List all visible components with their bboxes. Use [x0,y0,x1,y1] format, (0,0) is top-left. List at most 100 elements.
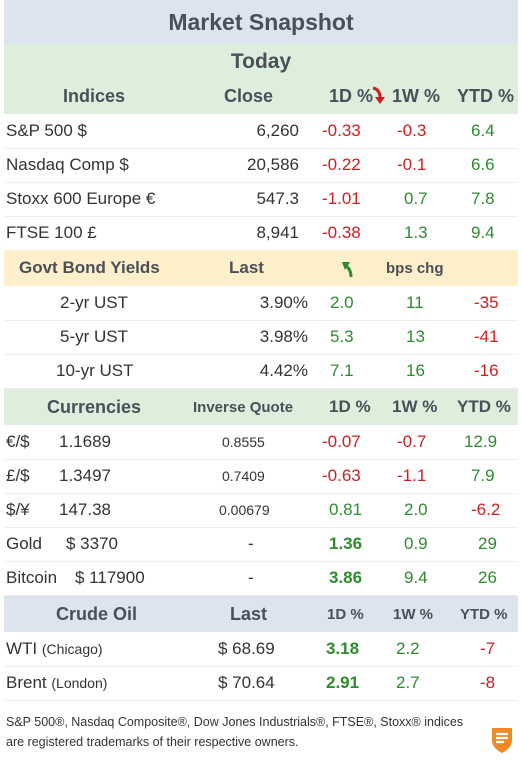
currency-1d: 3.86 [329,568,363,587]
currency-rate: 1.3497 [59,466,111,485]
oil-header: Crude Oil Last 1D % 1W % YTD % [4,596,518,632]
currency-rate: $ 117900 [75,568,145,587]
bond-ytd: -41 [474,327,499,346]
table-row: WTI (Chicago) $ 68.69 3.18 2.2 -7 [4,632,518,667]
table-row: S&P 500 $ 6,260 -0.33 -0.3 6.4 [4,114,518,149]
w1-header: 1W % [393,606,434,623]
table-row: FTSE 100 £ 8,941 -0.38 1.3 9.4 [4,216,518,251]
oil-1w: 2.2 [396,639,420,658]
table-row: Nasdaq Comp $ 20,586 -0.22 -0.1 6.6 [4,148,518,183]
oil-name-main: Brent [6,673,47,692]
currency-1d: -0.07 [322,432,361,451]
currency-ytd: -6.2 [471,500,501,519]
bond-last: 3.98% [259,327,308,346]
bond-ytd: -16 [474,361,499,380]
currency-rate: 147.38 [59,500,111,519]
table-row: €/$ 1.1689 0.8555 -0.07 -0.7 12.9 [4,425,518,460]
index-1w: 0.7 [404,189,428,208]
oil-1d: 2.91 [326,673,360,692]
bps-chg-header: bps chg [386,260,444,277]
currency-ytd: 12.9 [464,432,498,451]
table-row: Gold $ 3370 - 1.36 0.9 29 [4,527,518,562]
ytd-header: YTD % [460,606,508,623]
close-header: Close [224,86,274,106]
today-label: Today [230,50,292,73]
brand-logo-icon [492,728,512,753]
currency-name: Bitcoin [6,568,58,587]
index-1w: -0.1 [397,155,427,174]
oil-last: $ 70.64 [218,673,275,692]
index-ytd: 7.8 [471,189,495,208]
oil-name: Brent (London) [6,673,107,693]
table-row: 10-yr UST 4.42% 7.1 16 -16 [4,354,518,389]
oil-place: (London) [51,675,108,691]
bonds-title: Govt Bond Yields [19,258,160,277]
currency-1w: -0.7 [397,432,427,451]
bond-last: 3.90% [259,293,308,312]
bonds-header: Govt Bond Yields Last bps chg [4,250,518,286]
oil-title: Crude Oil [56,604,138,624]
green-up-arrow-icon [342,262,353,278]
currency-1w: 2.0 [404,500,428,519]
d1-header: 1D % [329,86,374,106]
currency-inverse: 0.8555 [222,434,265,450]
oil-last: $ 68.69 [218,639,275,658]
inverse-quote-header: Inverse Quote [193,399,294,416]
oil-ytd: -8 [480,673,496,692]
index-ytd: 9.4 [471,223,495,242]
currency-ytd: 29 [478,534,497,553]
oil-1w: 2.7 [396,673,420,692]
bond-ytd: -35 [474,293,499,312]
currencies-title: Currencies [47,397,142,417]
bond-1d: 5.3 [330,327,354,346]
currency-ytd: 7.9 [471,466,495,485]
currency-1d: -0.63 [322,466,361,485]
bond-name: 5-yr UST [60,327,128,346]
indices-header: Indices [63,86,126,106]
index-1w: 1.3 [404,223,428,242]
currency-1w: 9.4 [404,568,428,587]
index-1d: -1.01 [322,189,361,208]
oil-1d: 3.18 [326,639,360,658]
table-row: Brent (London) $ 70.64 2.91 2.7 -8 [4,666,518,701]
index-1d: -0.33 [322,121,361,140]
w1-header: 1W % [392,397,438,416]
w1-header: 1W % [392,86,441,106]
index-close: 547.3 [256,189,299,208]
table-row: £/$ 1.3497 0.7409 -0.63 -1.1 7.9 [4,459,518,494]
index-close: 20,586 [247,155,299,174]
currency-inverse: - [248,534,254,553]
bond-1w: 13 [406,327,425,346]
index-close: 8,941 [256,223,299,242]
currency-rate: 1.1689 [59,432,111,451]
currency-name: Gold [6,534,42,553]
oil-name: WTI (Chicago) [6,639,103,659]
index-1w: -0.3 [397,121,427,140]
table-row: Stoxx 600 Europe € 547.3 -1.01 0.7 7.8 [4,182,518,217]
bond-1w: 16 [406,361,425,380]
currency-inverse: - [248,568,254,587]
bond-1w: 11 [406,293,424,312]
table-row: Bitcoin $ 117900 - 3.86 9.4 26 [4,561,518,596]
today-header: Today Indices Close 1D % 1W % YTD % [4,44,518,114]
index-name: FTSE 100 £ [6,223,97,242]
bond-name: 10-yr UST [56,361,134,380]
currency-name: $/¥ [6,500,30,519]
index-ytd: 6.4 [471,121,495,140]
index-name: Nasdaq Comp $ [6,155,129,174]
oil-name-main: WTI [6,639,38,658]
table-row: $/¥ 147.38 0.00679 0.81 2.0 -6.2 [4,493,518,528]
index-name: Stoxx 600 Europe € [6,189,156,208]
currency-inverse: 0.00679 [219,502,270,518]
red-down-arrow-icon [372,86,385,104]
table-row: 2-yr UST 3.90% 2.0 11 -35 [4,286,518,321]
currency-1w: 0.9 [404,534,428,553]
index-ytd: 6.6 [471,155,495,174]
index-1d: -0.22 [322,155,361,174]
page-title: Market Snapshot [4,0,518,44]
last-header: Last [229,258,264,277]
currency-name: €/$ [6,432,30,451]
currency-rate: $ 3370 [66,534,118,553]
currency-1d: 1.36 [329,534,363,553]
